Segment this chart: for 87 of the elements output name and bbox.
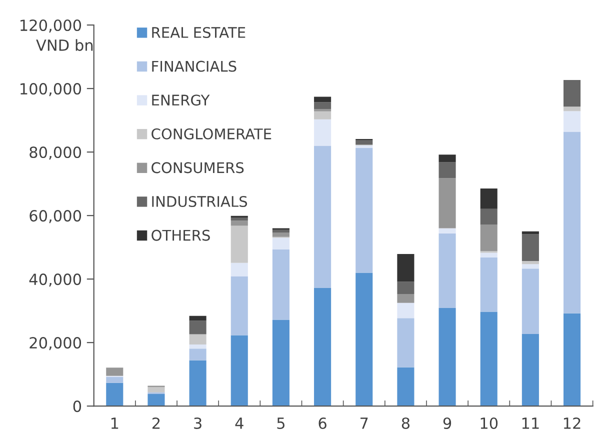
y-tick-label: 100,000	[20, 82, 82, 96]
bar	[189, 316, 206, 321]
y-tick-label: 20,000	[30, 337, 82, 350]
bar	[189, 334, 206, 344]
bar	[564, 111, 581, 132]
bar	[522, 260, 539, 264]
bar	[480, 208, 498, 225]
x-tick-label: 12	[564, 417, 580, 429]
bar	[564, 132, 581, 314]
bar	[314, 111, 332, 120]
bar	[356, 145, 373, 148]
bar	[438, 178, 456, 228]
bar	[106, 368, 124, 376]
legend-label: REAL ESTATE	[152, 26, 246, 38]
bar	[272, 232, 290, 237]
legend-label: FINANCIALS	[152, 60, 236, 72]
x-tick-label: 6	[318, 417, 326, 430]
bar	[522, 234, 539, 261]
bar	[480, 257, 498, 312]
bar	[272, 320, 290, 406]
bar	[230, 262, 248, 276]
legend-label: ENERGY	[152, 94, 210, 106]
bar	[189, 344, 206, 349]
y-tick-label: 60,000	[30, 210, 82, 224]
x-tick-label: 9	[443, 417, 452, 430]
bar	[480, 224, 498, 252]
bar	[397, 254, 414, 282]
bar	[397, 282, 414, 294]
legend-label: INDUSTRIALS	[152, 196, 248, 208]
bar	[397, 367, 414, 406]
bar	[189, 348, 206, 360]
bar	[356, 272, 373, 406]
bar	[106, 382, 124, 406]
y-tick-label: 80,000	[30, 146, 82, 160]
y-tick-label: 120,000	[20, 19, 82, 33]
x-tick-label: 7	[360, 418, 368, 429]
bar	[438, 308, 456, 406]
bar	[564, 313, 581, 406]
bar	[480, 188, 498, 209]
bar	[314, 119, 332, 146]
x-tick-label: 2	[152, 417, 160, 429]
bar	[272, 250, 290, 320]
y-tick-label: 0	[73, 400, 82, 412]
bar	[397, 294, 414, 303]
legend-label: OTHERS	[152, 230, 210, 241]
bar	[397, 302, 414, 318]
y-tick-label: 40,000	[29, 274, 82, 287]
bar	[480, 252, 498, 258]
bar	[230, 217, 248, 221]
x-tick-label: 3	[194, 417, 202, 430]
bar	[106, 376, 124, 383]
bar	[438, 233, 456, 308]
legend-label: CONSUMERS	[152, 162, 244, 174]
bar	[148, 387, 165, 392]
x-tick-label: 8	[402, 417, 410, 430]
legend-label: CONGLOMERATE	[152, 128, 272, 140]
bar	[564, 80, 581, 107]
bar	[438, 162, 456, 178]
bar	[480, 312, 498, 406]
x-tick-label: 10	[480, 417, 498, 430]
bar	[189, 320, 206, 334]
bar	[564, 106, 581, 112]
bar	[522, 264, 539, 269]
bar	[272, 238, 290, 250]
bar	[230, 276, 248, 336]
bar	[356, 148, 373, 273]
bar	[438, 154, 456, 162]
bar	[397, 318, 414, 368]
bar	[522, 334, 539, 406]
x-tick-label: 4	[235, 418, 244, 429]
bar	[522, 231, 539, 234]
y-axis-title: VND bn	[36, 39, 93, 51]
bar	[189, 360, 206, 406]
bar	[230, 220, 248, 226]
bar	[314, 96, 332, 102]
x-tick-label: 11	[522, 418, 539, 429]
x-tick-label: 1	[111, 418, 118, 429]
bar	[356, 140, 373, 145]
bar	[314, 288, 332, 406]
x-tick-label: 5	[277, 418, 284, 430]
bar	[314, 102, 332, 110]
bar	[230, 226, 248, 263]
bar	[522, 268, 539, 334]
bar	[314, 146, 332, 288]
bar	[230, 335, 248, 406]
bar	[438, 228, 456, 234]
bar	[148, 394, 165, 406]
